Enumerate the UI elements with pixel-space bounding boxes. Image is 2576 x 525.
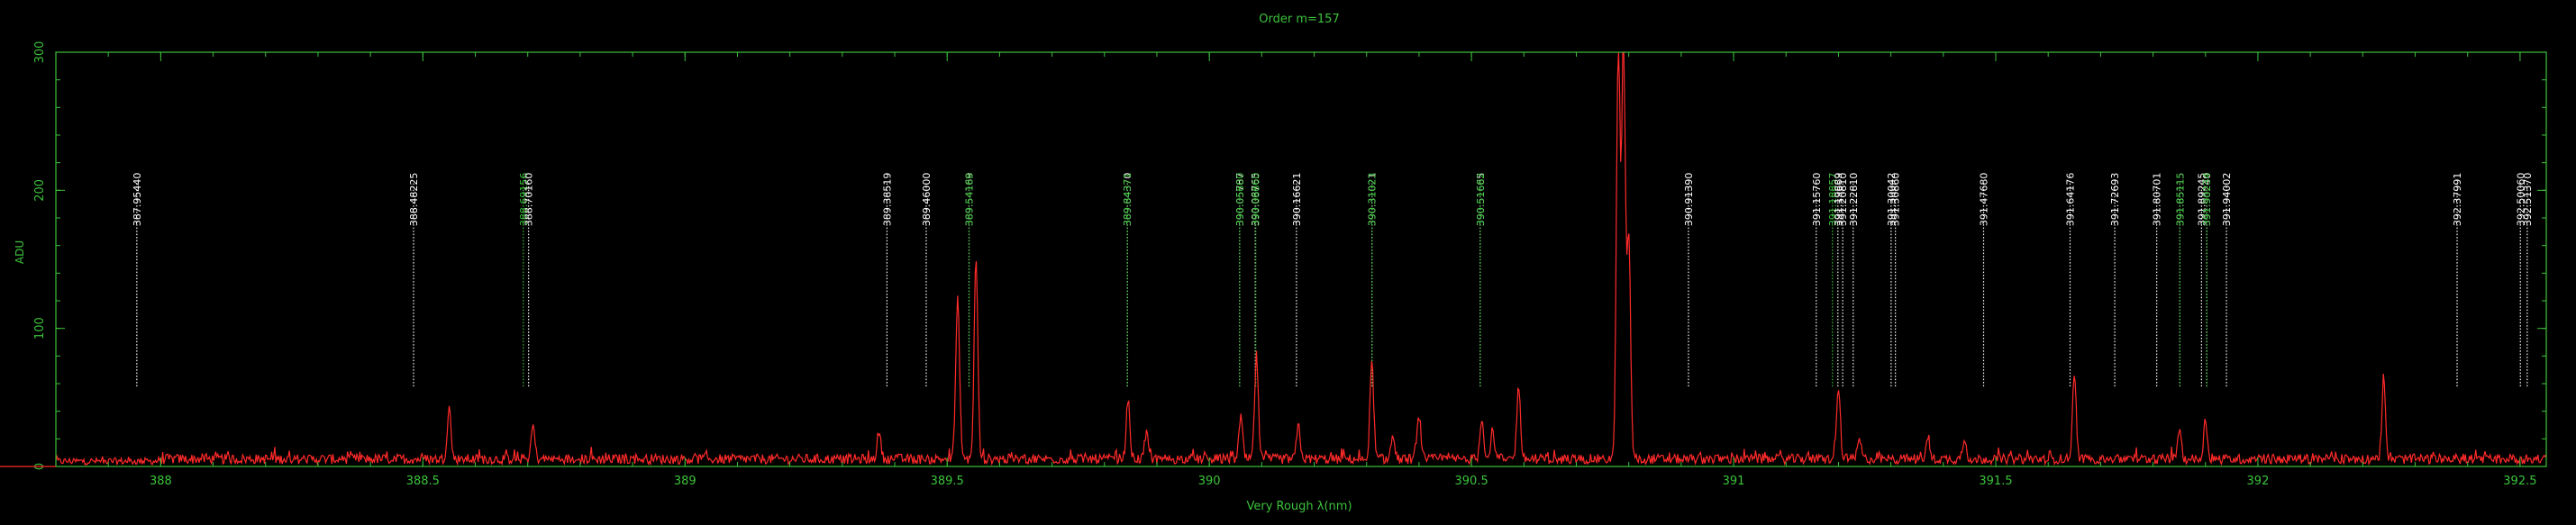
chart-title: Order m=157 <box>1259 13 1339 26</box>
marker-label: 392.51370 <box>2522 173 2534 227</box>
marker-label: 391.15760 <box>1811 173 1823 227</box>
plot-frame <box>55 51 2547 467</box>
marker-label: 391.30042 <box>1886 173 1898 227</box>
x-axis-label: Very Rough λ(nm) <box>1246 500 1352 513</box>
marker-label: 390.08860 <box>1251 173 1262 227</box>
marker-label: 391.85115 <box>2174 173 2186 227</box>
marker-label: 391.47680 <box>1979 173 1990 227</box>
y-tick-label: 200 <box>33 179 47 202</box>
x-tick-label: 388 <box>150 475 172 488</box>
marker-label: 390.16621 <box>1291 173 1303 227</box>
x-tick-label: 390 <box>1198 475 1221 488</box>
marker-label: 391.20810 <box>1837 173 1849 227</box>
marker-label: 387.95440 <box>132 173 143 227</box>
marker-label: 391.22810 <box>1848 173 1860 227</box>
marker-label: 388.69156 <box>518 173 530 227</box>
spectrum-layer <box>55 50 2547 466</box>
x-tick-label: 392 <box>2247 475 2270 488</box>
y-tick-label: 300 <box>33 41 47 64</box>
marker-label: 391.90234 <box>2201 173 2213 227</box>
marker-label: 389.38519 <box>881 173 893 227</box>
marker-label: 389.54188 <box>964 173 976 227</box>
marker-label: 391.89245 <box>2196 173 2207 227</box>
x-tick-label: 389 <box>674 475 696 488</box>
y-tick-label: 100 <box>33 317 47 339</box>
marker-label: 391.80701 <box>2152 173 2163 227</box>
y-axis-label: ADU <box>14 240 26 264</box>
marker-label: 390.91390 <box>1683 173 1695 227</box>
marker-label: 390.05800 <box>1234 173 1246 227</box>
spectrum-line <box>55 50 2547 466</box>
x-tick-label: 391.5 <box>1979 475 2012 488</box>
marker-label: 391.64176 <box>2065 173 2077 227</box>
marker-label: 391.18857 <box>1827 173 1839 227</box>
marker-label: 389.46000 <box>921 173 933 227</box>
marker-label: 391.30860 <box>1890 173 1902 227</box>
x-tick-label: 390.5 <box>1455 475 1488 488</box>
marker-label: 389.84371 <box>1122 173 1133 227</box>
marker-label: 390.31023 <box>1367 173 1379 227</box>
marker-label: 391.72693 <box>2109 173 2121 227</box>
marker-label: 391.94002 <box>2221 173 2233 227</box>
x-tick-label: 388.5 <box>406 475 440 488</box>
x-tick-label: 392.5 <box>2503 475 2536 488</box>
x-tick-label: 391 <box>1723 475 1745 488</box>
marker-label: 388.48225 <box>408 173 420 227</box>
marker-label: 392.37991 <box>2452 173 2463 227</box>
marker-label: 388.70160 <box>523 173 535 227</box>
marker-label: 390.51682 <box>1475 173 1487 227</box>
marker-label: 392.50060 <box>2515 173 2526 227</box>
axes-layer: 388 388.5 389 389.5 390 390.5 391 391.5 392 392.5… <box>0 41 2547 488</box>
marker-label: 391.19889 <box>1833 173 1844 227</box>
x-tick-label: 389.5 <box>931 475 964 488</box>
